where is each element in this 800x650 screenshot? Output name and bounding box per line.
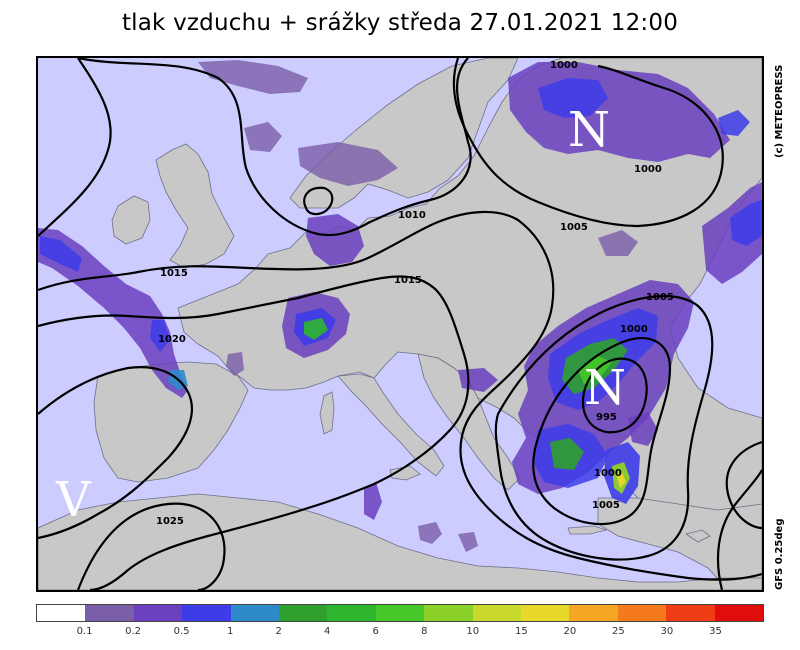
precip-area — [298, 142, 398, 186]
isobar-label: 1000 — [550, 60, 578, 71]
legend-swatch — [230, 605, 280, 621]
precipitation-legend-bar — [36, 604, 764, 622]
isobar — [581, 357, 648, 434]
isobar-label: 1015 — [394, 275, 422, 286]
legend-swatch — [85, 605, 134, 621]
isobar — [303, 186, 334, 216]
isobar-label: 1015 — [160, 268, 188, 279]
isobar-label: 1020 — [158, 334, 186, 345]
isobar — [532, 336, 672, 526]
legend-tick-label: 15 — [514, 626, 528, 637]
legend-swatch — [424, 605, 473, 621]
legend-tick-label: 35 — [709, 626, 722, 637]
cyprus-land — [685, 529, 711, 543]
isobar — [38, 366, 193, 540]
legend-swatch — [569, 605, 618, 621]
isobar-label: 1005 — [560, 222, 588, 233]
high-pressure-center-west: V — [55, 472, 92, 528]
isobar — [716, 469, 762, 590]
isobar — [494, 295, 714, 561]
precip-area — [550, 438, 584, 470]
isobar-label: 1000 — [634, 164, 662, 175]
legend-swatch — [666, 605, 715, 621]
isobar-lines — [38, 58, 762, 590]
legend-tick-label: 4 — [324, 626, 331, 637]
precip-area — [40, 236, 82, 272]
precipitation-legend-labels: 0.1 0.2 0.5 1 2 4 6 8 10 15 20 25 30 35 — [36, 626, 764, 642]
isobar-label: 1025 — [156, 516, 184, 527]
precip-area — [150, 320, 170, 352]
precip-area — [616, 472, 626, 488]
legend-tick-label: 1 — [226, 626, 234, 637]
legend-swatch — [182, 605, 231, 621]
isobar — [76, 502, 226, 590]
isobar — [38, 210, 762, 581]
great-britain-land — [155, 143, 235, 269]
isobar — [77, 58, 472, 237]
precip-area — [418, 522, 442, 544]
copyright-label: (c) METEOPRESS — [774, 64, 785, 158]
precip-area — [730, 200, 762, 246]
isobar — [725, 440, 762, 530]
isobar-label-layer: 1000 1000 1005 1010 1015 1015 1020 1005 … — [156, 60, 674, 527]
iberia-land — [93, 361, 249, 483]
precip-area — [244, 122, 282, 152]
precipitation-layer — [38, 60, 762, 552]
legend-swatch — [37, 605, 86, 621]
low-pressure-center-north: N — [568, 102, 610, 158]
legend-swatch — [521, 605, 570, 621]
precip-area — [718, 110, 750, 136]
map-title: tlak vzduchu + srážky středa 27.01.2021 … — [121, 10, 679, 36]
precip-area — [538, 78, 608, 118]
map-canvas: 1000 1000 1005 1010 1015 1015 1020 1005 … — [38, 58, 762, 590]
low-pressure-center-balkans: N — [584, 360, 626, 416]
isobar-label: 1005 — [592, 500, 620, 511]
legend-tick-label: 8 — [421, 626, 428, 637]
legend-swatch — [472, 605, 522, 621]
legend-tick-label: 0.5 — [173, 626, 190, 637]
ireland-land — [111, 195, 151, 245]
precip-area — [306, 214, 364, 266]
weather-map: 1000 1000 1005 1010 1015 1015 1020 1005 … — [36, 56, 764, 592]
isobar — [38, 275, 470, 590]
legend-tick-label: 0.2 — [125, 626, 142, 637]
precip-area — [226, 352, 244, 376]
legend-swatch — [279, 605, 328, 621]
legend-tick-label: 20 — [563, 626, 577, 637]
isobar-label: 995 — [596, 412, 617, 423]
crete-land — [567, 525, 608, 535]
model-label: GFS 0.25deg — [774, 518, 785, 591]
legend-tick-label: 10 — [466, 626, 480, 637]
legend-swatch — [714, 605, 764, 621]
anatolia-land — [597, 497, 762, 590]
legend-tick-label: 6 — [372, 626, 379, 637]
precip-area — [198, 60, 308, 94]
legend-swatch — [327, 605, 376, 621]
precip-area — [458, 532, 478, 552]
legend-tick-label: 30 — [660, 626, 674, 637]
isobar-label: 1010 — [398, 210, 426, 221]
isobar — [38, 58, 112, 237]
corsica-sardinia-land — [319, 391, 335, 435]
legend-tick-label: 0.1 — [76, 626, 93, 637]
precip-area — [364, 482, 382, 520]
legend-tick-label: 2 — [275, 626, 282, 637]
isobar-label: 1000 — [594, 468, 622, 479]
legend-swatch — [375, 605, 425, 621]
legend-tick-label: 25 — [612, 626, 625, 637]
isobar — [452, 58, 724, 228]
italy-land — [337, 373, 445, 477]
precip-area — [304, 318, 328, 340]
precip-area — [598, 230, 638, 256]
isobar-label: 1000 — [620, 324, 648, 335]
isobar-label: 1005 — [646, 292, 674, 303]
legend-swatch — [133, 605, 183, 621]
legend-swatch — [617, 605, 667, 621]
